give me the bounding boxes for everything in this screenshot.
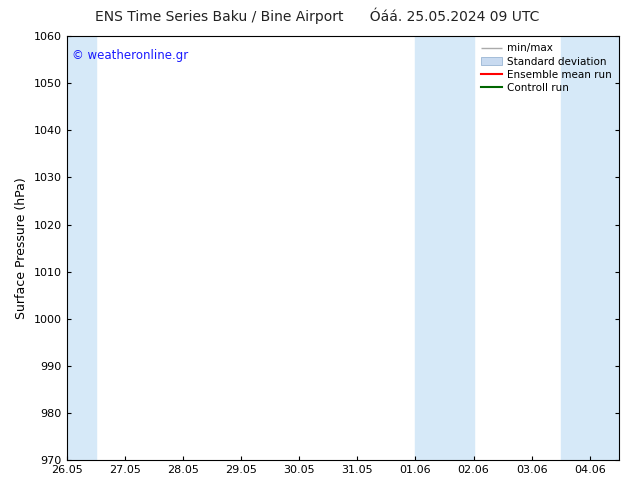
Bar [561,36,590,460]
Bar [67,36,96,460]
Text: ENS Time Series Baku / Bine Airport      Óáá. 25.05.2024 09 UTC: ENS Time Series Baku / Bine Airport Óáá.… [95,7,539,24]
Bar [415,36,474,460]
Text: © weatheronline.gr: © weatheronline.gr [72,49,188,62]
Legend: min/max, Standard deviation, Ensemble mean run, Controll run: min/max, Standard deviation, Ensemble me… [477,39,616,97]
Bar [590,36,619,460]
Y-axis label: Surface Pressure (hPa): Surface Pressure (hPa) [15,177,28,319]
